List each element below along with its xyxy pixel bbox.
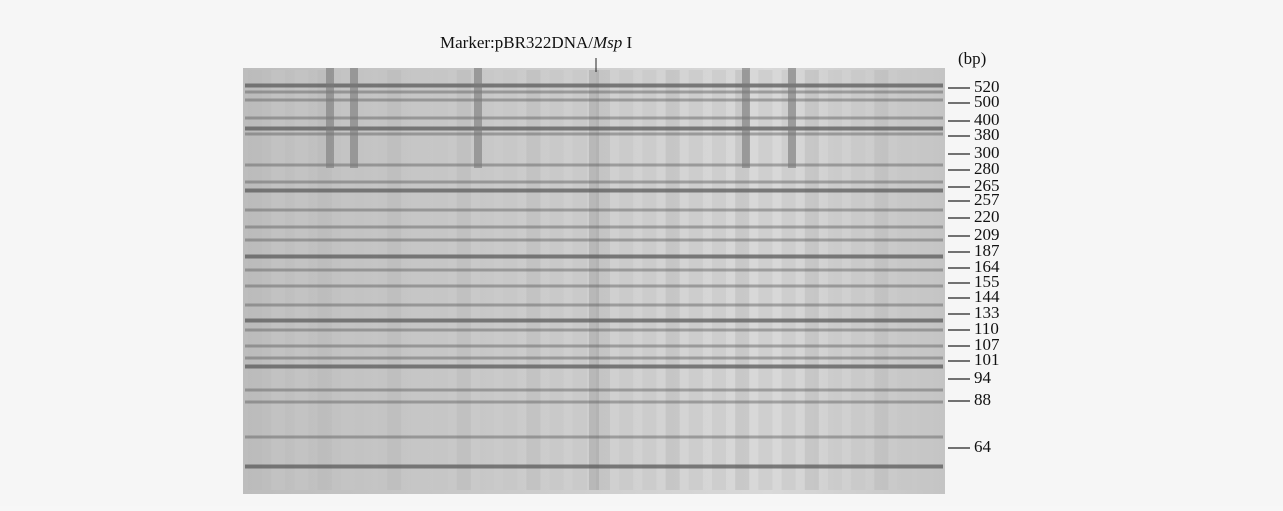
band — [245, 226, 943, 229]
title-text: Marker:pBR322DNA/ — [440, 33, 593, 52]
marker-label: 88 — [974, 390, 991, 409]
band — [245, 127, 943, 131]
marker-label: 380 — [974, 125, 1000, 144]
band — [245, 436, 943, 439]
band — [245, 319, 943, 323]
figure: Marker:pBR322DNA/Msp I (bp) 520500400380… — [0, 0, 1283, 506]
band — [245, 181, 943, 184]
title-italic: Msp — [592, 33, 622, 52]
band — [245, 389, 943, 392]
band — [245, 357, 943, 360]
band — [245, 164, 943, 167]
band — [245, 189, 943, 193]
streak — [326, 68, 334, 168]
streak — [350, 68, 358, 168]
band — [245, 365, 943, 369]
band — [245, 465, 943, 469]
band — [245, 345, 943, 348]
band — [245, 304, 943, 307]
band — [245, 91, 943, 94]
band — [245, 84, 943, 88]
title-suffix: I — [622, 33, 632, 52]
band — [245, 117, 943, 120]
band — [245, 209, 943, 212]
streak — [788, 68, 796, 168]
band — [245, 239, 943, 242]
figure-title: Marker:pBR322DNA/Msp I — [440, 33, 633, 52]
page: Marker:pBR322DNA/Msp I (bp) 520500400380… — [0, 0, 1283, 511]
gel-image — [243, 68, 945, 494]
band — [245, 133, 943, 136]
band — [245, 285, 943, 288]
streak — [474, 68, 482, 168]
band — [245, 329, 943, 332]
marker-label: 500 — [974, 92, 1000, 111]
marker-label: 220 — [974, 207, 1000, 226]
unit-label: (bp) — [958, 49, 986, 68]
band — [245, 99, 943, 102]
streak — [742, 68, 750, 168]
marker-label: 64 — [974, 437, 992, 456]
band — [245, 255, 943, 259]
marker-label: 101 — [974, 350, 1000, 369]
marker-label: 94 — [974, 368, 992, 387]
band — [245, 401, 943, 404]
band — [245, 269, 943, 272]
